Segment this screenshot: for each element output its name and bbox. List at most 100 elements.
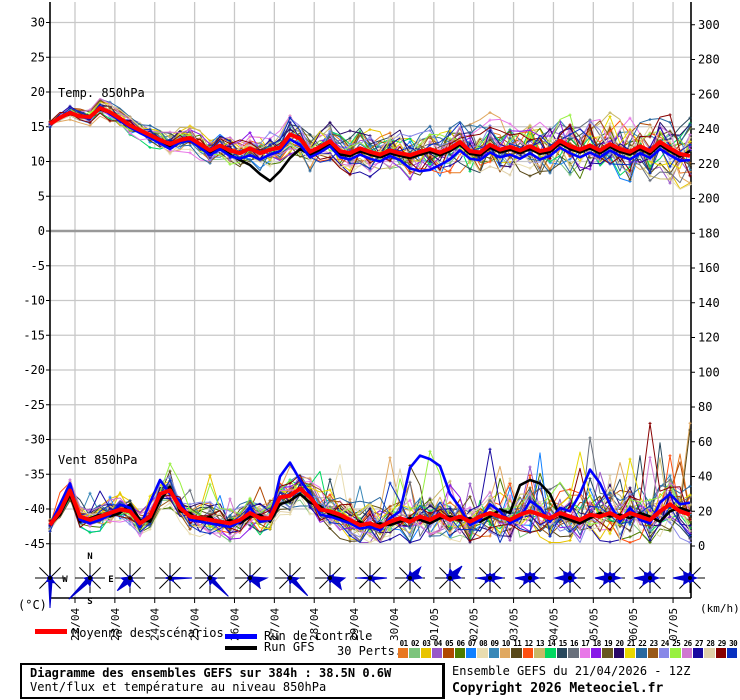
pert-number: 16 (570, 639, 579, 648)
pert-number: 25 (672, 639, 681, 648)
svg-text:300: 300 (698, 18, 720, 32)
pert-swatch (613, 648, 624, 658)
svg-text:280: 280 (698, 53, 720, 67)
pert-number: 22 (638, 639, 647, 648)
gridlines (50, 2, 691, 598)
svg-text:-20: -20 (23, 363, 45, 377)
svg-text:28/04: 28/04 (308, 608, 321, 641)
pert-number: 06 (456, 639, 465, 648)
pert-swatch (398, 648, 409, 658)
wind-rose (275, 563, 309, 597)
svg-text:W: W (62, 575, 68, 585)
svg-text:25: 25 (31, 50, 45, 64)
svg-text:(°C): (°C) (18, 598, 47, 612)
pert-swatch (409, 648, 420, 658)
svg-text:N: N (87, 552, 92, 562)
wind-rose (315, 563, 347, 593)
wind-rose: N E S W (62, 552, 113, 607)
wind-rose (35, 563, 65, 609)
perts-legend-label: 30 Perts. (337, 644, 403, 658)
pert-swatch (511, 648, 522, 658)
pert-number: 14 (547, 639, 556, 648)
wind-rose (355, 563, 388, 593)
wind-rose (435, 563, 465, 593)
svg-text:S: S (87, 597, 92, 607)
svg-text:15: 15 (31, 120, 45, 134)
pert-number: 27 (695, 639, 704, 648)
svg-text:Vent 850hPa: Vent 850hPa (58, 453, 137, 467)
pert-swatch (420, 648, 432, 658)
gfs-legend-label: Run GFS (264, 640, 315, 654)
pert-swatch (488, 648, 500, 658)
svg-text:22/04: 22/04 (69, 608, 82, 641)
axis-labels: 30 25 20 15 10 5 0 -5 -10 -15 -20 -25 -30 -35 -40 -45 30… (18, 16, 740, 616)
svg-text:02/05: 02/05 (468, 608, 481, 641)
pert-number: 29 (717, 639, 727, 648)
pert-number: 09 (490, 639, 500, 648)
svg-text:20: 20 (698, 504, 712, 518)
svg-text:160: 160 (698, 261, 720, 275)
gfs-legend-swatch (225, 646, 257, 650)
svg-text:27/04: 27/04 (268, 608, 281, 641)
pert-number: 12 (524, 639, 534, 648)
pert-number: 19 (604, 639, 613, 648)
run-info: Ensemble GEFS du 21/04/2026 - 12Z (452, 664, 691, 678)
control-legend-label: Run de contrôle (264, 629, 373, 643)
svg-text:Temp. 850hPa: Temp. 850hPa (58, 86, 145, 100)
wind-rose (514, 563, 545, 593)
pert-number: 15 (558, 639, 568, 648)
copyright: Copyright 2026 Meteociel.fr (452, 681, 664, 696)
pert-swatch (602, 648, 613, 658)
wind-rose (594, 563, 625, 593)
svg-text:-45: -45 (23, 537, 45, 551)
wind-rose (633, 563, 665, 593)
svg-text:25/04: 25/04 (189, 608, 202, 641)
svg-text:240: 240 (698, 122, 720, 136)
svg-text:120: 120 (698, 331, 720, 345)
svg-text:-30: -30 (23, 433, 45, 447)
svg-text:60: 60 (698, 435, 712, 449)
svg-text:-40: -40 (23, 502, 45, 516)
svg-text:24/04: 24/04 (149, 608, 162, 641)
svg-text:220: 220 (698, 157, 720, 171)
svg-text:0: 0 (38, 224, 45, 238)
pert-number: 21 (626, 639, 636, 648)
svg-text:(km/h): (km/h) (700, 602, 740, 615)
pert-number: 02 (411, 639, 420, 648)
pert-number: 24 (660, 639, 670, 648)
svg-text:180: 180 (698, 226, 720, 240)
pert-swatch (624, 648, 636, 658)
svg-text:100: 100 (698, 365, 720, 379)
pert-swatch (647, 648, 658, 658)
svg-text:04/05: 04/05 (547, 608, 560, 641)
svg-text:80: 80 (698, 400, 712, 414)
pert-swatch (590, 648, 602, 658)
svg-text:-25: -25 (23, 398, 45, 412)
svg-text:30: 30 (31, 16, 45, 30)
mean-legend-swatch (35, 629, 67, 634)
pert-number: 17 (581, 639, 590, 648)
pert-swatch (522, 648, 534, 658)
svg-text:-15: -15 (23, 328, 45, 342)
axes (46, 2, 695, 603)
control-legend-swatch (225, 634, 257, 639)
pert-swatch (432, 648, 443, 658)
svg-text:200: 200 (698, 192, 720, 206)
svg-text:05/05: 05/05 (587, 608, 600, 641)
pert-swatch (500, 648, 511, 658)
date-labels: 22/04 23/04 24/04 25/04 26/04 27/04 28/04 29/04… (69, 608, 680, 641)
svg-text:01/05: 01/05 (428, 608, 441, 641)
svg-text:40: 40 (698, 470, 712, 484)
pert-number: 07 (467, 639, 477, 648)
svg-text:07/05: 07/05 (667, 608, 680, 641)
svg-text:06/05: 06/05 (627, 608, 640, 641)
pert-swatch (579, 648, 590, 658)
pert-number: 30 (729, 639, 738, 648)
pert-number: 18 (592, 639, 602, 648)
wind-series (48, 421, 692, 544)
pert-swatch (636, 648, 647, 658)
pert-number: 13 (535, 639, 545, 648)
svg-text:-10: -10 (23, 294, 45, 308)
pert-swatch (670, 648, 681, 658)
